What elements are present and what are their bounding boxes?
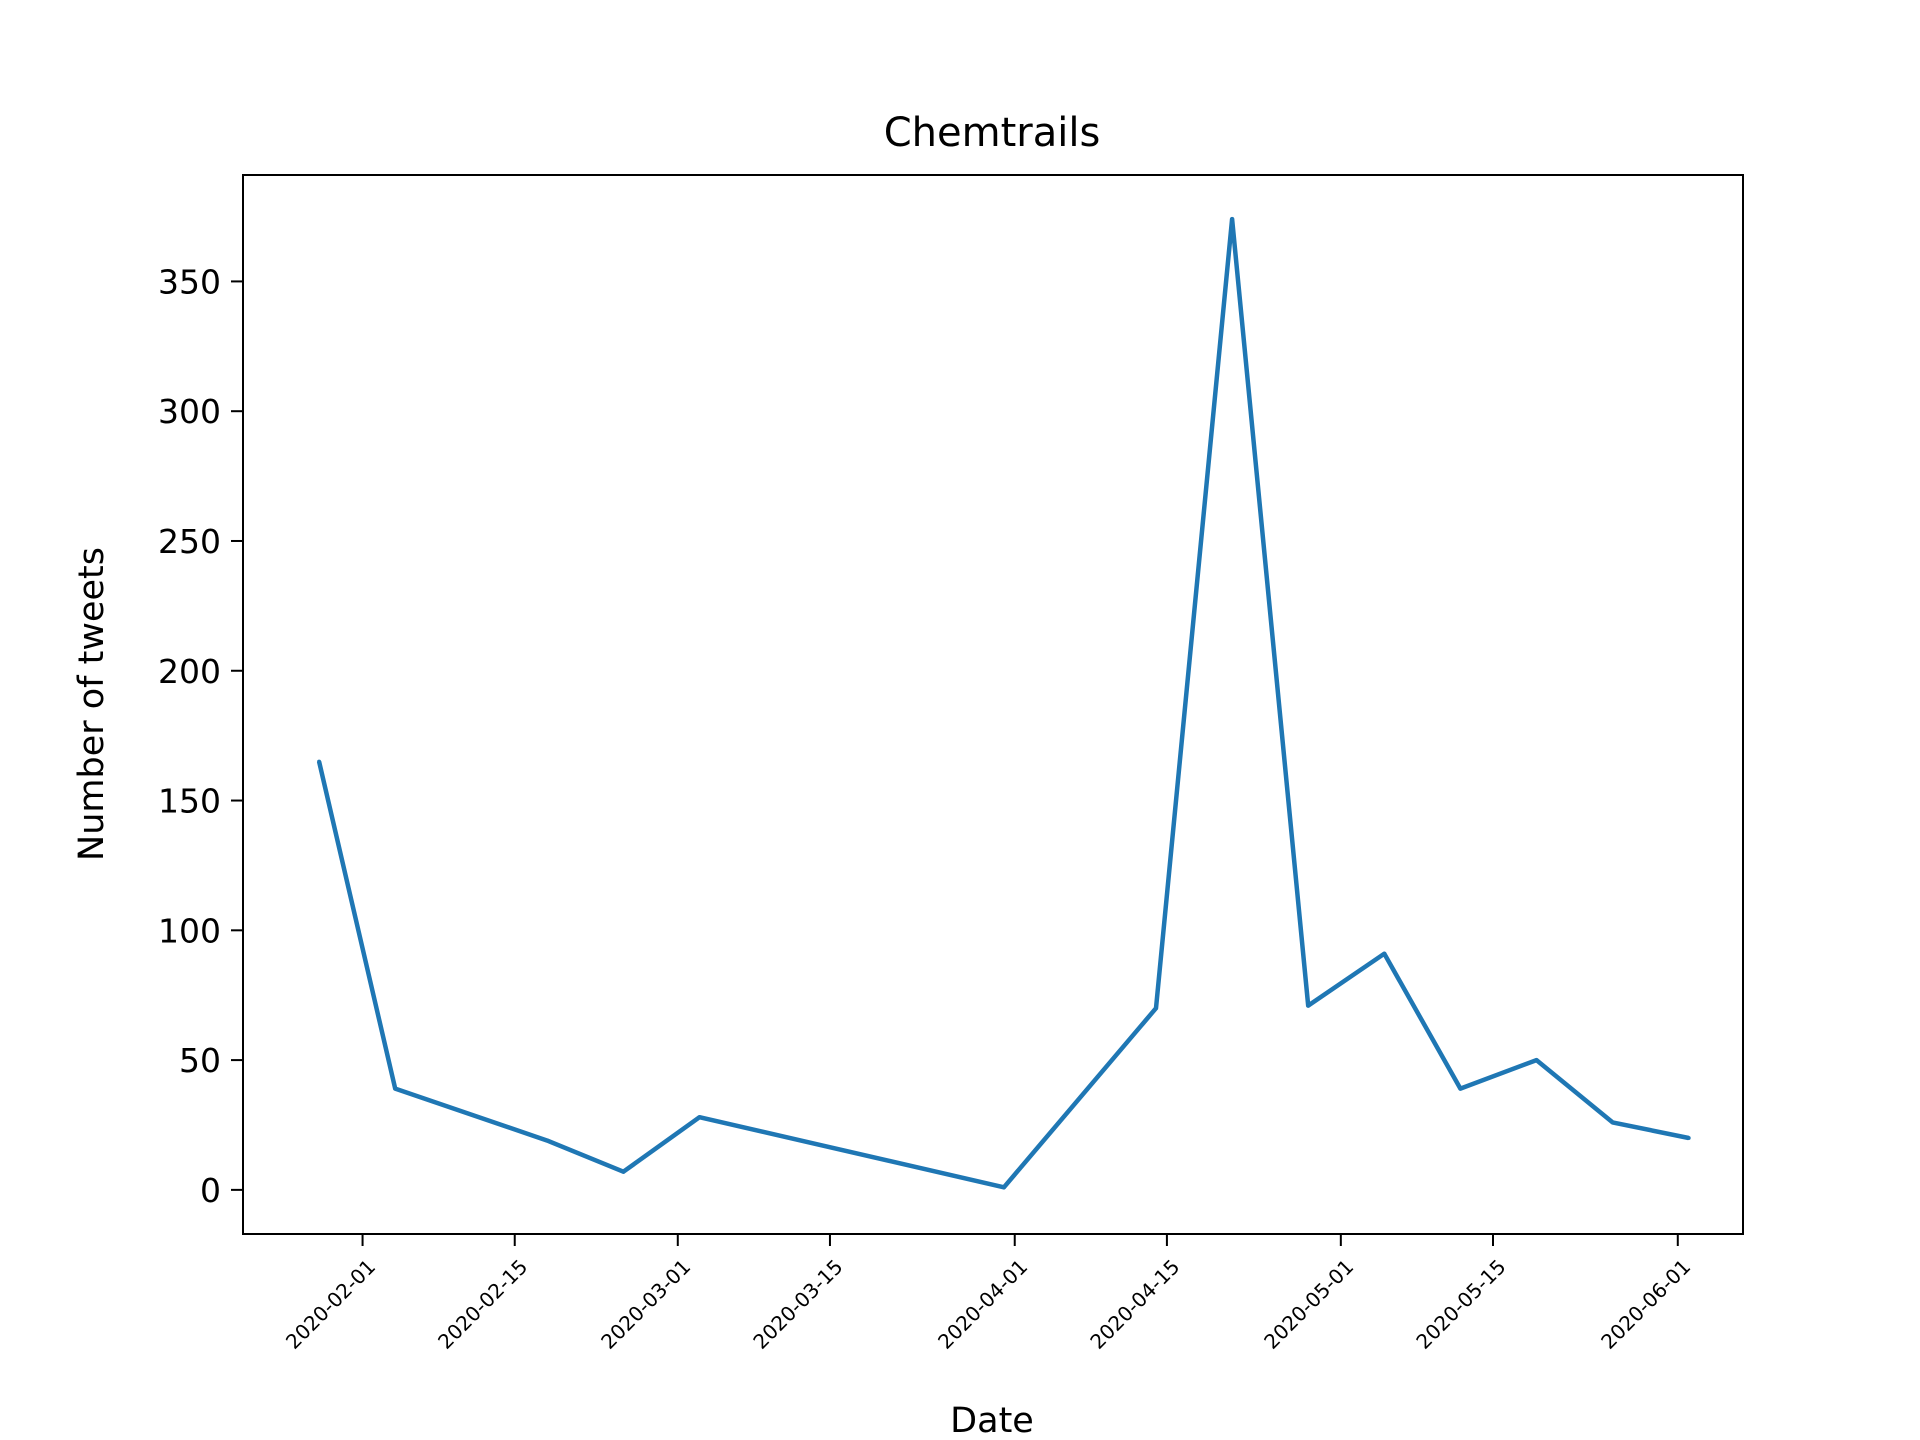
- y-tick-label: 50: [179, 1041, 221, 1080]
- y-tick-label: 150: [158, 782, 221, 821]
- data-point: [1001, 1185, 1006, 1190]
- y-tick-label: 0: [200, 1171, 221, 1210]
- data-point: [697, 1115, 702, 1120]
- chart-title: Chemtrails: [884, 110, 1101, 156]
- data-points: [317, 217, 1691, 1190]
- y-tick-label: 100: [158, 911, 221, 950]
- y-axis: 0 50 100 150 200 250 300 350: [158, 262, 243, 1210]
- series-line: [316, 216, 1690, 1190]
- data-point: [1306, 1003, 1311, 1008]
- data-point: [1534, 1058, 1539, 1063]
- data-point: [1230, 217, 1235, 222]
- y-tick-label: 300: [158, 392, 221, 431]
- x-axis-label: Date: [950, 1401, 1034, 1440]
- data-point: [1154, 1006, 1158, 1011]
- data-point: [545, 1138, 550, 1143]
- y-tick-label: 200: [158, 652, 221, 691]
- y-tick-label: 250: [158, 522, 221, 561]
- data-point: [1686, 1136, 1691, 1140]
- data-point: [621, 1169, 626, 1174]
- plot-frame: [242, 174, 1744, 1235]
- y-axis-label: Number of tweets: [72, 547, 112, 861]
- plot-area: [316, 216, 1691, 1190]
- y-tick-label: 350: [158, 262, 221, 301]
- data-point: [1610, 1120, 1615, 1125]
- data-point: [1382, 951, 1387, 956]
- data-point: [1458, 1086, 1463, 1091]
- data-point: [317, 759, 322, 764]
- data-point: [393, 1086, 398, 1091]
